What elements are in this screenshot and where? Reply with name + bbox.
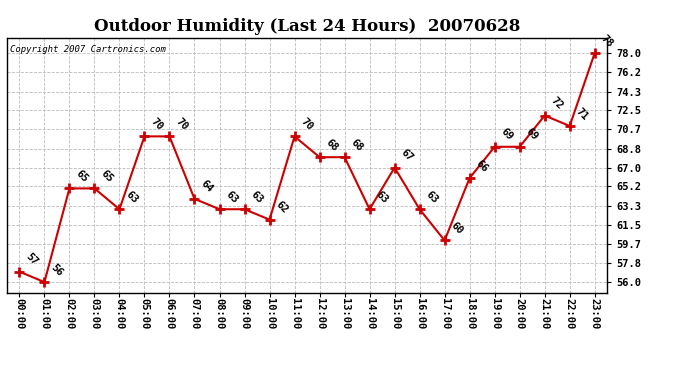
Text: 69: 69 bbox=[499, 127, 515, 142]
Text: 63: 63 bbox=[124, 189, 139, 205]
Text: 60: 60 bbox=[448, 220, 464, 236]
Text: 63: 63 bbox=[424, 189, 440, 205]
Text: 67: 67 bbox=[399, 147, 415, 164]
Text: 65: 65 bbox=[99, 168, 115, 184]
Text: 64: 64 bbox=[199, 179, 215, 195]
Text: 62: 62 bbox=[274, 200, 290, 216]
Text: 66: 66 bbox=[474, 158, 490, 174]
Text: 70: 70 bbox=[299, 116, 315, 132]
Text: 68: 68 bbox=[348, 137, 364, 153]
Text: 72: 72 bbox=[549, 96, 564, 111]
Text: 71: 71 bbox=[574, 106, 590, 122]
Text: 63: 63 bbox=[374, 189, 390, 205]
Text: 69: 69 bbox=[524, 127, 540, 142]
Text: Copyright 2007 Cartronics.com: Copyright 2007 Cartronics.com bbox=[10, 45, 166, 54]
Text: 56: 56 bbox=[48, 262, 64, 278]
Text: 70: 70 bbox=[148, 116, 164, 132]
Title: Outdoor Humidity (Last 24 Hours)  20070628: Outdoor Humidity (Last 24 Hours) 2007062… bbox=[94, 18, 520, 34]
Text: 57: 57 bbox=[23, 252, 39, 267]
Text: 68: 68 bbox=[324, 137, 339, 153]
Text: 78: 78 bbox=[599, 33, 615, 49]
Text: 63: 63 bbox=[248, 189, 264, 205]
Text: 70: 70 bbox=[174, 116, 190, 132]
Text: 63: 63 bbox=[224, 189, 239, 205]
Text: 65: 65 bbox=[74, 168, 90, 184]
